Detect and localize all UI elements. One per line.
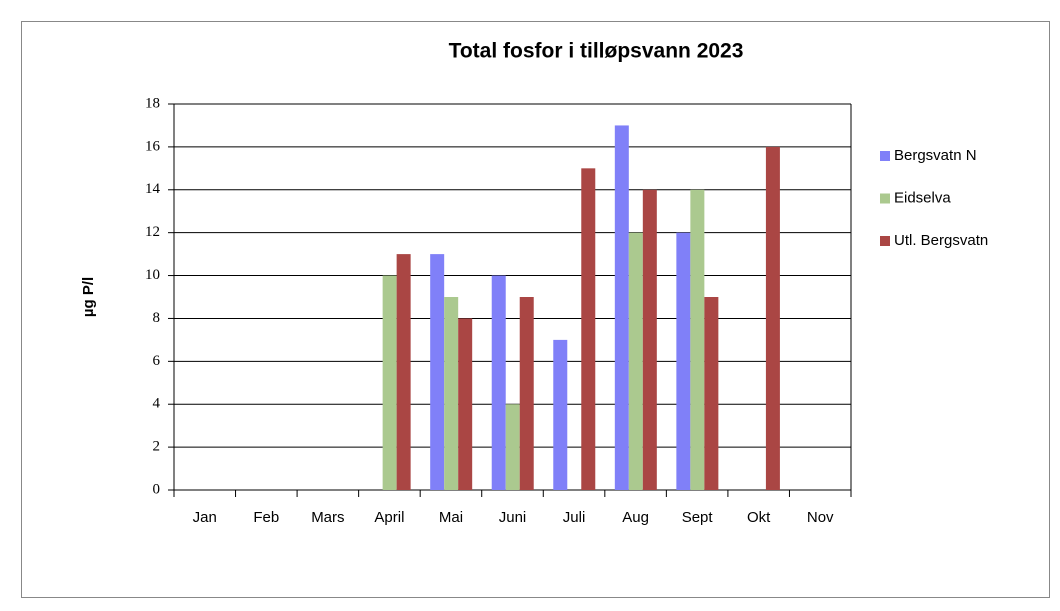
x-tick-label: April <box>374 509 404 526</box>
y-tick-label: 12 <box>145 224 160 240</box>
legend-label: Utl. Bergsvatn <box>894 232 988 249</box>
x-tick-label: Juli <box>563 509 586 526</box>
x-tick-label: Juni <box>499 509 527 526</box>
bar <box>581 168 596 491</box>
bar <box>690 189 705 490</box>
y-tick-label: 0 <box>153 481 161 497</box>
bar <box>444 297 459 490</box>
bar <box>430 254 445 490</box>
bar <box>765 146 780 490</box>
bar <box>704 297 719 490</box>
y-tick-label: 6 <box>153 353 161 369</box>
chart-title: Total fosfor i tilløpsvann 2023 <box>449 40 744 63</box>
y-tick-label: 4 <box>153 396 161 412</box>
y-tick-label: 10 <box>145 267 160 283</box>
y-axis-label: µg P/l <box>80 277 97 317</box>
x-tick-label: Aug <box>622 509 649 526</box>
x-tick-label: Okt <box>747 509 771 526</box>
bar <box>458 318 473 490</box>
x-tick-label: Jan <box>193 509 217 526</box>
bar <box>396 254 411 490</box>
bar <box>519 297 534 490</box>
legend-swatch <box>880 151 890 161</box>
y-tick-label: 18 <box>145 95 160 111</box>
x-tick-label: Nov <box>807 509 834 526</box>
x-tick-label: Mars <box>311 509 344 526</box>
bar <box>553 339 568 490</box>
bar <box>382 275 397 490</box>
chart-frame <box>21 21 1050 598</box>
x-tick-label: Mai <box>439 509 463 526</box>
x-tick-label: Feb <box>253 509 279 526</box>
bar <box>676 232 691 490</box>
bar <box>491 275 506 490</box>
y-tick-label: 16 <box>145 138 161 154</box>
bar <box>614 125 629 490</box>
y-tick-label: 14 <box>145 181 161 197</box>
bar <box>505 404 520 490</box>
bar <box>642 189 657 490</box>
legend-swatch <box>880 193 890 204</box>
bar <box>628 232 643 490</box>
legend-label: Bergsvatn N <box>894 147 977 164</box>
y-tick-label: 8 <box>153 310 161 326</box>
legend-swatch <box>880 236 890 246</box>
legend-label: Eidselva <box>894 189 951 206</box>
x-tick-label: Sept <box>682 509 714 526</box>
y-tick-label: 2 <box>153 439 161 455</box>
